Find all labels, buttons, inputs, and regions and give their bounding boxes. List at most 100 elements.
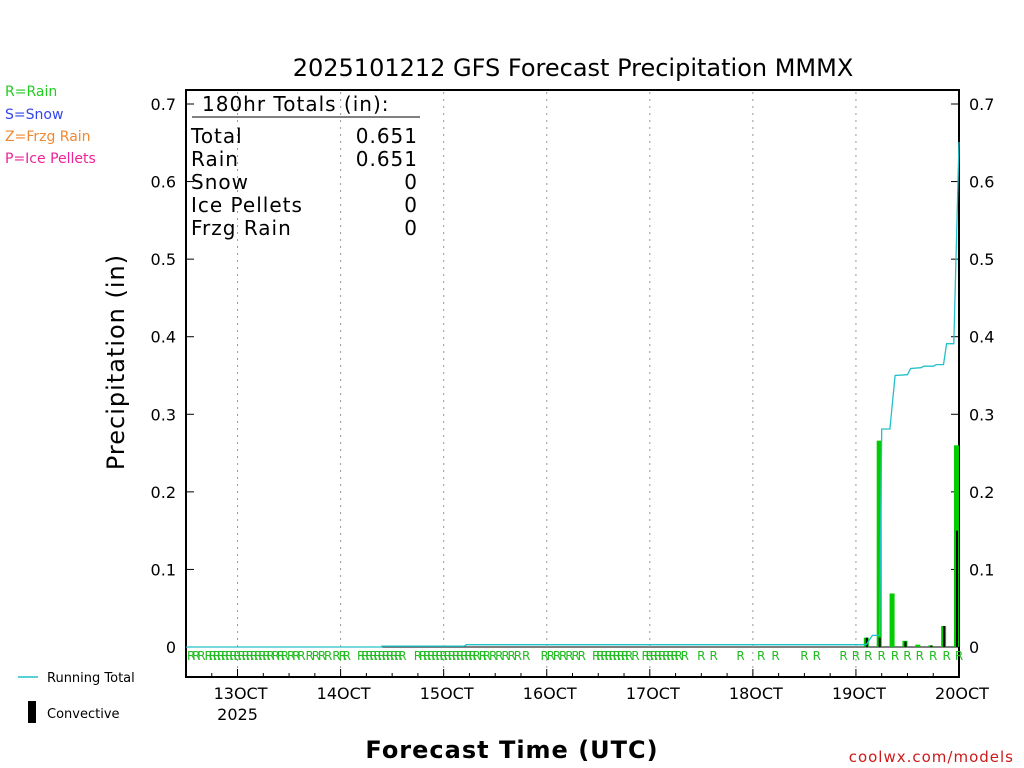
chart-title: 2025101212 GFS Forecast Precipitation MM… (293, 54, 854, 82)
precip-type-marker-75: R (600, 649, 608, 663)
precip-type-marker-8: R (225, 649, 233, 663)
precip-type-marker-52: R (452, 649, 460, 663)
precip-type-marker-107: R (929, 649, 937, 663)
precip-type-marker-93: R (697, 649, 705, 663)
y-tick-label-left-3: 0.3 (151, 405, 176, 424)
precip-type-marker-47: R (431, 649, 439, 663)
precip-type-marker-106: R (916, 649, 924, 663)
totals-value-total: 0.651 (356, 124, 418, 148)
precip-type-marker-7: R (221, 649, 229, 663)
y-tick-label-right-1: 0.1 (969, 560, 994, 579)
running-total-line (186, 141, 960, 648)
precip-type-marker-39: R (386, 649, 394, 663)
x-tick-label-3: 16OCT (523, 684, 577, 703)
precip-type-marker-9: R (229, 649, 237, 663)
precip-type-marker-70: R (565, 649, 573, 663)
precip-type-marker-6: R (217, 649, 225, 663)
precip-type-marker-84: R (646, 649, 654, 663)
precip-type-marker-89: R (666, 649, 674, 663)
running-total-series (186, 141, 960, 648)
x-axis-ticks: 13OCT 2025 14OCT 15OCT 16OCT 17OCT 18OCT 19OCT 2… (211, 669, 989, 724)
totals-value-ice-pellets: 0 (404, 193, 418, 217)
precip-type-marker-24: R (297, 649, 305, 663)
precip-type-legend: R=Rain S=Snow Z=Frzg Rain P=Ice Pellets (5, 84, 96, 167)
convective-bar-5 (956, 530, 958, 647)
precip-type-marker-67: R (547, 649, 555, 663)
convective-bars (865, 530, 958, 647)
precip-type-marker-1: R (192, 649, 200, 663)
precip-type-marker-46: R (427, 649, 435, 663)
precip-bar-2 (889, 593, 895, 647)
plot-frame (185, 89, 960, 678)
totals-value-frzg-rain: 0 (404, 216, 418, 240)
y-tick-label-right-2: 0.2 (969, 483, 994, 502)
y-tick-label-right-0: 0 (969, 638, 979, 657)
x-tick-label-2: 15OCT (420, 684, 474, 703)
series-legend: Running Total Convective (18, 671, 135, 723)
y-tick-label-right-4: 0.4 (969, 328, 994, 347)
precip-type-marker-102: R (864, 649, 872, 663)
totals-label-total: Total (190, 124, 243, 148)
precip-type-marker-21: R (281, 649, 289, 663)
precip-type-marker-66: R (541, 649, 549, 663)
precip-type-marker-69: R (559, 649, 567, 663)
precip-type-marker-76: R (604, 649, 612, 663)
y-tick-label-right-7: 0.7 (969, 95, 994, 114)
precip-type-marker-34: R (365, 649, 373, 663)
precip-type-marker-59: R (483, 649, 491, 663)
credit-text: coolwx.com/models (849, 748, 1014, 766)
y-axis-ticks: 0 00.1 0.10.2 0.20.3 0.30.4 0.40.5 0.50.6 0.60.… (151, 95, 995, 657)
precip-type-marker-44: R (419, 649, 427, 663)
totals-value-rain: 0.651 (356, 147, 418, 171)
y-tick-label-left-4: 0.4 (151, 328, 176, 347)
precip-type-marker-62: R (501, 649, 509, 663)
legend-running-total: Running Total (47, 671, 135, 686)
precip-type-marker-0: R (187, 649, 195, 663)
precip-type-marker-105: R (903, 649, 911, 663)
precip-type-marker-71: R (571, 649, 579, 663)
convective-bar-3 (930, 645, 933, 647)
precip-type-marker-4: R (209, 649, 217, 663)
precip-bar-4 (915, 644, 921, 647)
totals-header: 180hr Totals (in): (202, 92, 390, 116)
precip-type-marker-79: R (617, 649, 625, 663)
precip-type-marker-12: R (242, 649, 250, 663)
precip-type-marker-50: R (444, 649, 452, 663)
precip-type-marker-26: R (312, 649, 320, 663)
precip-type-marker-90: R (670, 649, 678, 663)
y-tick-label-left-5: 0.5 (151, 250, 176, 269)
precip-type-marker-58: R (479, 649, 487, 663)
y-tick-label-left-6: 0.6 (151, 173, 176, 192)
precip-type-marker-61: R (495, 649, 503, 663)
legend-snow: S=Snow (5, 107, 63, 123)
precip-type-marker-25: R (306, 649, 314, 663)
precip-type-marker-40: R (390, 649, 398, 663)
precip-type-marker-72: R (578, 649, 586, 663)
precip-type-marker-11: R (237, 649, 245, 663)
totals-label-rain: Rain (191, 147, 239, 171)
precip-type-marker-32: R (357, 649, 365, 663)
x-tick-label-4: 17OCT (626, 684, 680, 703)
precip-type-marker-99: R (813, 649, 821, 663)
precip-type-marker-103: R (878, 649, 886, 663)
precip-type-marker-57: R (472, 649, 480, 663)
precip-type-marker-3: R (205, 649, 213, 663)
grid-lines (237, 92, 857, 677)
precip-type-marker-82: R (631, 649, 639, 663)
x-axis-label: Forecast Time (UTC) (365, 736, 658, 764)
convective-bar-2 (904, 641, 907, 647)
precip-type-marker-83: R (642, 649, 650, 663)
legend-frzg-rain: Z=Frzg Rain (5, 129, 91, 145)
precip-type-marker-35: R (369, 649, 377, 663)
total-precip-bars (863, 440, 959, 647)
precip-bar-1 (876, 440, 882, 647)
y-tick-label-right-5: 0.5 (969, 250, 994, 269)
precip-type-marker-60: R (489, 649, 497, 663)
x-tick-label-1: 14OCT (317, 684, 371, 703)
precip-type-marker-77: R (609, 649, 617, 663)
totals-box: 180hr Totals (in): Total 0.651 Rain 0.65… (190, 92, 420, 240)
precip-type-marker-91: R (674, 649, 682, 663)
precip-type-marker-63: R (508, 649, 516, 663)
precip-type-marker-38: R (382, 649, 390, 663)
